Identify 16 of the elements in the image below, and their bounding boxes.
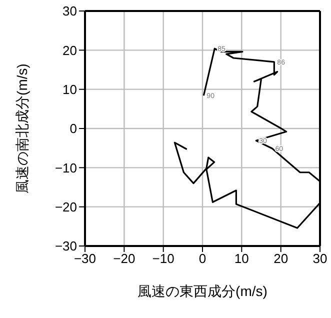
y-tick-label: −10	[54, 160, 77, 176]
x-tick-label: 30	[312, 251, 328, 266]
y-tick-label: −20	[54, 199, 77, 214]
x-tick-label: −30	[74, 251, 96, 266]
x-tick-label: 20	[274, 251, 288, 266]
y-axis-title: 風速の南北成分(m/s)	[14, 64, 30, 194]
y-tick-label: 20	[62, 42, 77, 58]
y-tick-label: 30	[62, 4, 77, 19]
x-tick-label: 0	[198, 251, 206, 266]
y-tick-label: 10	[62, 82, 77, 97]
x-tick-label: −10	[152, 251, 174, 266]
x-tick-label: −20	[113, 251, 136, 266]
y-tick-label: 0	[70, 121, 77, 136]
y-tick-label: −30	[54, 238, 77, 254]
x-axis-title: 風速の東西成分(m/s)	[138, 283, 268, 299]
x-tick-label: 10	[234, 251, 249, 266]
